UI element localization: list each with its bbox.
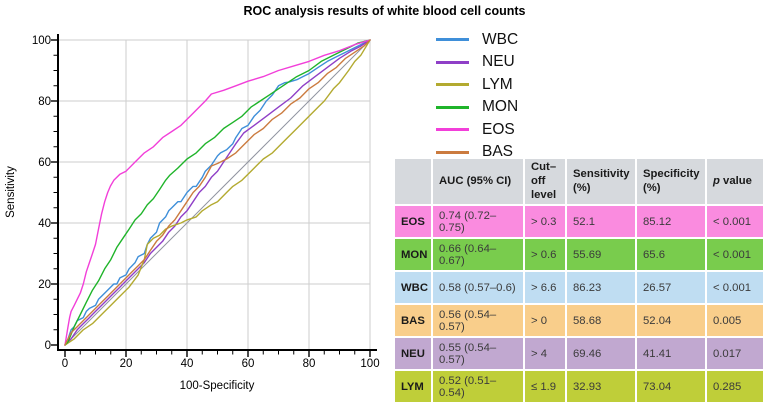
roc-curve-bas bbox=[64, 39, 371, 346]
cell-wbc-3: 26.57 bbox=[637, 272, 705, 304]
cell-wbc-2: 86.23 bbox=[567, 272, 635, 304]
legend-label: EOS bbox=[482, 120, 515, 138]
roc-curve-mon bbox=[64, 39, 371, 346]
cell-wbc-4: < 0.001 bbox=[707, 272, 763, 304]
table-row-neu: NEU 0.55 (0.54–0.57) > 4 69.46 41.41 0.017 bbox=[395, 338, 763, 370]
legend-line-swatch-eos bbox=[436, 128, 469, 132]
x-tick-label: 100 bbox=[360, 358, 379, 370]
legend-item-eos: EOS bbox=[436, 121, 518, 139]
col-header-blank bbox=[395, 159, 431, 205]
legend-line-swatch-bas bbox=[436, 150, 469, 154]
roc-curve-wbc bbox=[64, 39, 371, 346]
row-label-wbc: WBC bbox=[395, 272, 431, 304]
y-tick-label: 0 bbox=[45, 340, 51, 352]
cell-bas-1: > 0 bbox=[525, 305, 565, 337]
y-tick-label: 20 bbox=[38, 279, 51, 291]
table-row-mon: MON 0.66 (0.64–0.67) > 0.6 55.69 65.6 < 0.001 bbox=[395, 239, 763, 271]
y-axis-title: Sensitivity bbox=[5, 166, 17, 218]
x-tick-label: 0 bbox=[62, 358, 68, 370]
legend-label: MON bbox=[482, 98, 519, 116]
legend-item-bas: BAS bbox=[436, 143, 518, 162]
legend-label: WBC bbox=[482, 30, 519, 48]
cell-wbc-1: > 6.6 bbox=[525, 272, 565, 304]
cell-mon-1: > 0.6 bbox=[525, 239, 565, 271]
legend-line-swatch-neu bbox=[436, 60, 469, 64]
cell-lym-4: 0.285 bbox=[707, 371, 763, 402]
chart-title: ROC analysis results of white blood cell… bbox=[243, 4, 526, 18]
cell-eos-1: > 0.3 bbox=[525, 206, 565, 238]
reference-diagonal-line bbox=[64, 39, 371, 346]
x-tick-label: 60 bbox=[242, 358, 255, 370]
col-header-auc-95-ci-: AUC (95% CI) bbox=[433, 159, 523, 205]
cell-neu-0: 0.55 (0.54–0.57) bbox=[433, 338, 523, 370]
table-row-eos: EOS 0.74 (0.72–0.75) > 0.3 52.1 85.12 < 0.001 bbox=[395, 206, 763, 238]
cell-wbc-0: 0.58 (0.57–0.6) bbox=[433, 272, 523, 304]
y-tick-label: 60 bbox=[38, 157, 51, 169]
legend-line-swatch-mon bbox=[436, 105, 469, 109]
roc-chart: 0 20 40 60 80 100 0 20 40 60 80 100 100-Specificity S… bbox=[5, 34, 380, 392]
cell-mon-4: < 0.001 bbox=[707, 239, 763, 271]
cell-bas-0: 0.56 (0.54–0.57) bbox=[433, 305, 523, 337]
y-tick-label: 40 bbox=[38, 218, 51, 230]
row-label-bas: BAS bbox=[395, 305, 431, 337]
cell-bas-3: 52.04 bbox=[637, 305, 705, 337]
legend-item-lym: LYM bbox=[436, 76, 518, 94]
chart-legend: WBC NEU LYM MON EOS BAS bbox=[436, 31, 518, 161]
legend-label: NEU bbox=[482, 53, 515, 71]
table-row-lym: LYM 0.52 (0.51–0.54) ≤ 1.9 32.93 73.04 0.285 bbox=[395, 371, 763, 402]
cell-lym-2: 32.93 bbox=[567, 371, 635, 402]
legend-label: BAS bbox=[482, 143, 514, 161]
cell-eos-3: 85.12 bbox=[637, 206, 705, 238]
cell-mon-0: 0.66 (0.64–0.67) bbox=[433, 239, 523, 271]
cell-neu-3: 41.41 bbox=[637, 338, 705, 370]
table-row-bas: BAS 0.56 (0.54–0.57) > 0 58.68 52.04 0.005 bbox=[395, 305, 763, 337]
cell-bas-2: 58.68 bbox=[567, 305, 635, 337]
cell-lym-3: 73.04 bbox=[637, 371, 705, 402]
roc-curve-lym bbox=[64, 39, 371, 346]
legend-item-neu: NEU bbox=[436, 53, 518, 72]
legend-item-wbc: WBC bbox=[436, 31, 518, 49]
cell-eos-4: < 0.001 bbox=[707, 206, 763, 238]
cell-bas-4: 0.005 bbox=[707, 305, 763, 337]
col-header-p-value: p value bbox=[707, 159, 763, 205]
legend-item-mon: MON bbox=[436, 98, 519, 117]
row-label-lym: LYM bbox=[395, 371, 431, 402]
col-header-specificity-: Specificity (%) bbox=[637, 159, 705, 205]
x-tick-label: 80 bbox=[303, 358, 316, 370]
legend-line-swatch-wbc bbox=[436, 38, 469, 42]
cell-neu-1: > 4 bbox=[525, 338, 565, 370]
roc-curve-eos bbox=[64, 39, 371, 346]
x-tick-label: 20 bbox=[120, 358, 133, 370]
col-header-cut-off-level: Cut–off level bbox=[525, 159, 565, 205]
cell-neu-4: 0.017 bbox=[707, 338, 763, 370]
x-axis-title: 100-Specificity bbox=[180, 380, 255, 392]
y-tick-label: 80 bbox=[38, 96, 51, 108]
legend-line-swatch-lym bbox=[436, 83, 469, 87]
legend-label: LYM bbox=[482, 75, 513, 93]
roc-curve-neu bbox=[64, 39, 371, 346]
table-header-row: AUC (95% CI) Cut–off level Sensitivity (%)… bbox=[395, 159, 763, 205]
p-symbol: p bbox=[713, 174, 720, 187]
cell-lym-1: ≤ 1.9 bbox=[525, 371, 565, 402]
cell-eos-2: 52.1 bbox=[567, 206, 635, 238]
x-tick-label: 40 bbox=[181, 358, 194, 370]
row-label-neu: NEU bbox=[395, 338, 431, 370]
roc-stats-table: AUC (95% CI) Cut–off level Sensitivity (%)… bbox=[393, 157, 765, 402]
cell-eos-0: 0.74 (0.72–0.75) bbox=[433, 206, 523, 238]
row-label-eos: EOS bbox=[395, 206, 431, 238]
cell-lym-0: 0.52 (0.51–0.54) bbox=[433, 371, 523, 402]
row-label-mon: MON bbox=[395, 239, 431, 271]
cell-mon-2: 55.69 bbox=[567, 239, 635, 271]
col-header-sensitivity-: Sensitivity (%) bbox=[567, 159, 635, 205]
cell-mon-3: 65.6 bbox=[637, 239, 705, 271]
cell-neu-2: 69.46 bbox=[567, 338, 635, 370]
table-row-wbc: WBC 0.58 (0.57–0.6) > 6.6 86.23 26.57 < 0.001 bbox=[395, 272, 763, 304]
y-tick-label: 100 bbox=[32, 35, 51, 47]
